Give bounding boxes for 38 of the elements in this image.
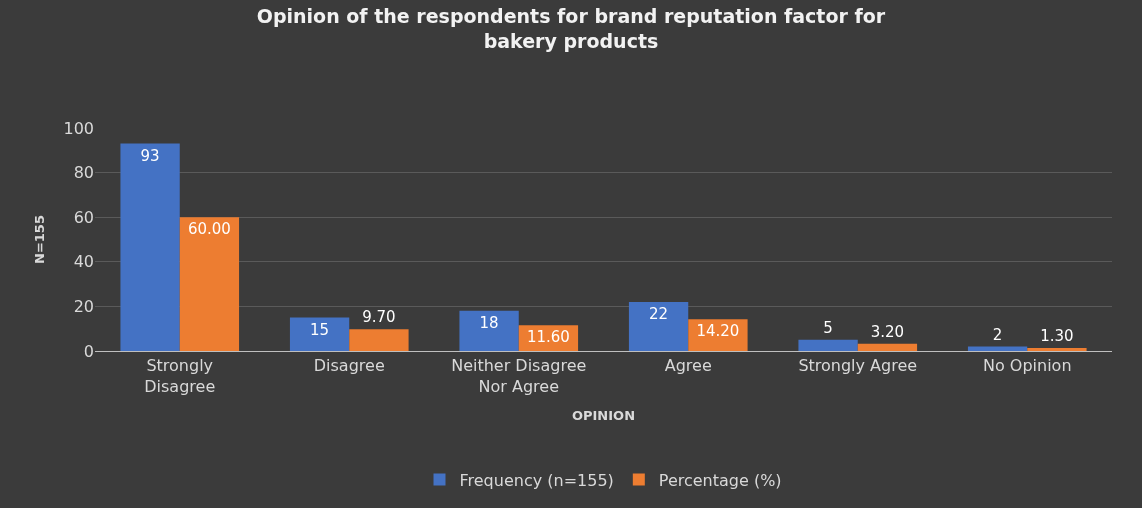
x-axis-title: OPINION: [571, 407, 636, 423]
data-label: 22: [649, 304, 669, 323]
data-label: 5: [823, 318, 833, 337]
bar: [289, 317, 350, 351]
bar: [179, 217, 240, 351]
y-tick-label: 40: [73, 252, 94, 272]
data-label: 18: [479, 313, 499, 332]
data-label: 14.20: [696, 322, 740, 341]
legend-label: Frequency (n=155): [459, 470, 614, 490]
x-tick-label: Agree: [664, 356, 712, 376]
data-label: 2: [992, 325, 1003, 344]
data-label: 9.70: [362, 308, 396, 327]
x-tick-label: Disagree: [313, 356, 385, 376]
bar: [459, 310, 519, 351]
x-tick-label: Neither Disagree Nor Agree: [451, 356, 587, 396]
bar: [1027, 348, 1087, 351]
bar: [798, 339, 858, 351]
y-tick-label: 80: [73, 163, 94, 183]
y-tick-label: 0: [83, 341, 94, 361]
bar: [120, 143, 180, 351]
y-tick-label: 60: [73, 207, 94, 227]
x-tick-label: Strongly Agree: [798, 356, 918, 376]
x-tick-label: Strongly Disagree: [144, 356, 216, 396]
data-label: 93: [140, 146, 160, 165]
data-label: 1.30: [1040, 327, 1074, 346]
data-label: 15: [310, 320, 330, 339]
y-tick-label: 100: [63, 118, 94, 138]
bar: [628, 301, 689, 351]
chart-title: Opinion of the respondents for brand reputation factor for bakery products: [256, 4, 886, 52]
data-label: 11.60: [526, 328, 570, 347]
x-tick-label: No Opinion: [982, 356, 1072, 376]
y-axis-title: N=155: [32, 215, 48, 264]
y-tick-label: 20: [73, 297, 94, 316]
data-label: 60.00: [187, 220, 231, 239]
bar: [857, 343, 918, 351]
data-label: 3.20: [870, 322, 905, 341]
legend-label: Percentage (%): [658, 470, 782, 490]
bar: [349, 329, 409, 351]
